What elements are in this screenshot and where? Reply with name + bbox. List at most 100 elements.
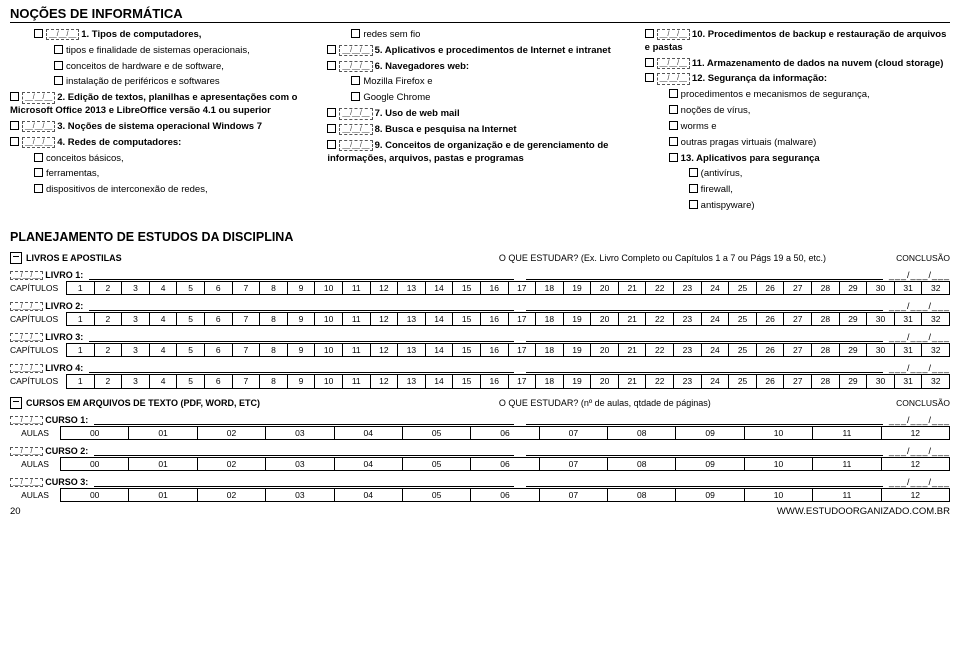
chapter-cell[interactable]: 19 <box>564 343 592 357</box>
chapter-cell[interactable]: 16 <box>481 374 509 388</box>
chapter-cell[interactable]: 3 <box>122 281 150 295</box>
chapter-cell[interactable]: 10 <box>315 343 343 357</box>
checkbox[interactable] <box>54 61 63 70</box>
chapter-cell[interactable]: 16 <box>481 281 509 295</box>
chapter-cell[interactable]: 9 <box>288 281 316 295</box>
chapter-cell[interactable]: 30 <box>867 343 895 357</box>
chapter-cell[interactable]: 8 <box>260 312 288 326</box>
schedule-box[interactable]: __/__/__ <box>46 29 79 40</box>
chapter-cell[interactable]: 8 <box>260 281 288 295</box>
aula-cell[interactable]: 00 <box>61 457 129 471</box>
chapter-cell[interactable]: 23 <box>674 343 702 357</box>
schedule-box[interactable]: __/__/__ <box>10 478 43 487</box>
aula-cell[interactable]: 05 <box>403 488 471 502</box>
checkbox[interactable] <box>327 45 336 54</box>
aula-cell[interactable]: 07 <box>540 426 608 440</box>
chapter-cell[interactable]: 25 <box>729 312 757 326</box>
chapter-cell[interactable]: 7 <box>233 374 261 388</box>
chapter-cell[interactable]: 27 <box>784 312 812 326</box>
chapter-cell[interactable]: 10 <box>315 312 343 326</box>
checkbox[interactable] <box>351 29 360 38</box>
aula-cell[interactable]: 02 <box>198 457 266 471</box>
chapter-cell[interactable]: 5 <box>177 374 205 388</box>
chapter-cell[interactable]: 12 <box>371 343 399 357</box>
aula-cell[interactable]: 09 <box>676 457 744 471</box>
aula-cell[interactable]: 04 <box>335 488 403 502</box>
chapter-cell[interactable]: 21 <box>619 281 647 295</box>
fill-line[interactable] <box>526 415 883 425</box>
fill-line[interactable] <box>89 363 513 373</box>
fill-line[interactable] <box>526 332 883 342</box>
aula-cell[interactable]: 02 <box>198 488 266 502</box>
aula-cell[interactable]: 08 <box>608 488 676 502</box>
aula-cell[interactable]: 08 <box>608 457 676 471</box>
fill-line[interactable] <box>89 332 513 342</box>
chapter-cell[interactable]: 32 <box>922 281 950 295</box>
date-slot[interactable]: ___/___/___ <box>889 332 950 342</box>
chapter-cell[interactable]: 18 <box>536 281 564 295</box>
chapter-cell[interactable]: 6 <box>205 281 233 295</box>
schedule-box[interactable]: __/__/__ <box>10 416 43 425</box>
checkbox[interactable] <box>34 153 43 162</box>
aula-cell[interactable]: 07 <box>540 488 608 502</box>
aula-cell[interactable]: 08 <box>608 426 676 440</box>
chapter-cell[interactable]: 9 <box>288 343 316 357</box>
chapter-cell[interactable]: 22 <box>646 312 674 326</box>
aula-cell[interactable]: 02 <box>198 426 266 440</box>
chapter-cell[interactable]: 26 <box>757 374 785 388</box>
checkbox[interactable] <box>34 29 43 38</box>
chapter-cell[interactable]: 10 <box>315 281 343 295</box>
aula-cell[interactable]: 05 <box>403 426 471 440</box>
chapter-cell[interactable]: 30 <box>867 281 895 295</box>
aula-cell[interactable]: 06 <box>471 426 539 440</box>
chapter-cell[interactable]: 31 <box>895 374 923 388</box>
date-slot[interactable]: ___/___/___ <box>889 270 950 280</box>
aula-cell[interactable]: 05 <box>403 457 471 471</box>
chapter-cell[interactable]: 3 <box>122 312 150 326</box>
chapter-cell[interactable]: 23 <box>674 312 702 326</box>
schedule-box[interactable]: __/__/__ <box>339 61 372 72</box>
chapter-cell[interactable]: 7 <box>233 312 261 326</box>
aula-cell[interactable]: 03 <box>266 488 334 502</box>
chapter-cell[interactable]: 20 <box>591 312 619 326</box>
chapter-cell[interactable]: 6 <box>205 312 233 326</box>
chapter-cell[interactable]: 23 <box>674 374 702 388</box>
chapter-cell[interactable]: 10 <box>315 374 343 388</box>
fill-line[interactable] <box>94 477 513 487</box>
checkbox[interactable] <box>689 200 698 209</box>
chapter-cell[interactable]: 25 <box>729 374 757 388</box>
chapter-cell[interactable]: 15 <box>453 374 481 388</box>
schedule-box[interactable]: __/__/__ <box>339 108 372 119</box>
chapter-cell[interactable]: 31 <box>895 281 923 295</box>
chapter-cell[interactable]: 3 <box>122 374 150 388</box>
aula-cell[interactable]: 07 <box>540 457 608 471</box>
aula-cell[interactable]: 10 <box>745 488 813 502</box>
chapter-cell[interactable]: 22 <box>646 343 674 357</box>
chapter-cell[interactable]: 26 <box>757 312 785 326</box>
fill-line[interactable] <box>94 446 513 456</box>
fill-line[interactable] <box>526 270 883 280</box>
aula-cell[interactable]: 00 <box>61 488 129 502</box>
chapter-cell[interactable]: 1 <box>67 374 95 388</box>
chapter-cell[interactable]: 17 <box>509 343 537 357</box>
chapter-cell[interactable]: 16 <box>481 343 509 357</box>
chapter-cell[interactable]: 31 <box>895 343 923 357</box>
chapter-cell[interactable]: 17 <box>509 281 537 295</box>
chapter-cell[interactable]: 29 <box>840 281 868 295</box>
chapter-cell[interactable]: 21 <box>619 374 647 388</box>
chapter-cell[interactable]: 6 <box>205 374 233 388</box>
chapter-cell[interactable]: 19 <box>564 374 592 388</box>
checkbox[interactable] <box>34 184 43 193</box>
checkbox[interactable] <box>327 124 336 133</box>
chapter-cell[interactable]: 24 <box>702 281 730 295</box>
date-slot[interactable]: ___/___/___ <box>889 477 950 487</box>
chapter-cell[interactable]: 26 <box>757 343 785 357</box>
chapter-cell[interactable]: 24 <box>702 374 730 388</box>
chapter-cell[interactable]: 20 <box>591 281 619 295</box>
chapter-cell[interactable]: 17 <box>509 312 537 326</box>
schedule-box[interactable]: __/__/__ <box>10 364 43 373</box>
chapter-cell[interactable]: 30 <box>867 312 895 326</box>
aula-cell[interactable]: 00 <box>61 426 129 440</box>
chapter-cell[interactable]: 4 <box>150 343 178 357</box>
schedule-box[interactable]: __/__/__ <box>657 73 690 84</box>
